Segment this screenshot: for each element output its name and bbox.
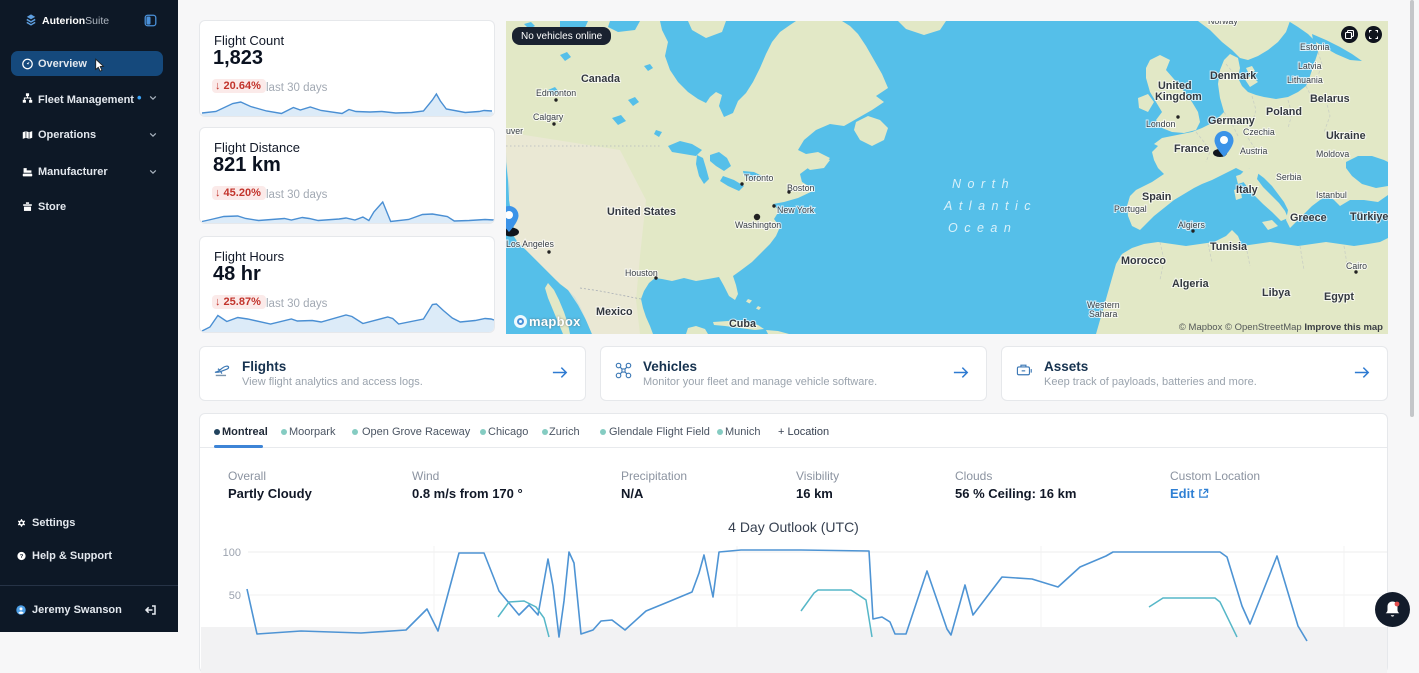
svg-text:uver: uver	[506, 126, 523, 136]
svg-text:Moldova: Moldova	[1316, 149, 1349, 159]
svg-text:Denmark: Denmark	[1210, 70, 1257, 82]
svg-text:Italy: Italy	[1236, 184, 1258, 196]
svg-text:Algeria: Algeria	[1172, 278, 1210, 290]
svg-text:Kingdom: Kingdom	[1155, 91, 1202, 103]
svg-text:Cuba: Cuba	[729, 318, 757, 330]
svg-text:Morocco: Morocco	[1121, 255, 1166, 267]
svg-text:Los Angeles: Los Angeles	[506, 239, 555, 249]
svg-text:Edmonton: Edmonton	[536, 88, 576, 98]
svg-text:United: United	[1158, 80, 1192, 92]
svg-text:Latvia: Latvia	[1298, 61, 1322, 71]
svg-text:Lithuania: Lithuania	[1287, 75, 1323, 85]
svg-text:Egypt: Egypt	[1324, 291, 1354, 303]
svg-text:Ukraine: Ukraine	[1326, 130, 1366, 142]
svg-text:Toronto: Toronto	[744, 173, 773, 183]
svg-text:Portugal: Portugal	[1114, 204, 1147, 214]
svg-text:Western: Western	[1087, 300, 1120, 310]
svg-text:Norway: Norway	[1208, 21, 1238, 26]
svg-text:France: France	[1174, 143, 1209, 155]
svg-text:Washington: Washington	[735, 220, 781, 230]
svg-text:Belarus: Belarus	[1310, 93, 1350, 105]
svg-text:Boston: Boston	[787, 183, 814, 193]
svg-text:United States: United States	[607, 206, 676, 218]
svg-text:Greece: Greece	[1290, 212, 1327, 224]
svg-text:London: London	[1146, 119, 1175, 129]
svg-text:Atlantic: Atlantic	[943, 199, 1037, 213]
svg-text:Ocean: Ocean	[948, 221, 1017, 235]
svg-text:Houston: Houston	[625, 268, 658, 278]
svg-text:Sahara: Sahara	[1089, 309, 1117, 319]
svg-text:Estonia: Estonia	[1300, 42, 1329, 52]
svg-text:Istanbul: Istanbul	[1316, 190, 1347, 200]
svg-text:Spain: Spain	[1142, 191, 1171, 203]
svg-text:100: 100	[223, 547, 241, 559]
svg-text:Mexico: Mexico	[596, 306, 633, 318]
svg-text:Libya: Libya	[1262, 287, 1291, 299]
svg-text:Calgary: Calgary	[533, 112, 564, 122]
svg-text:Czechia: Czechia	[1243, 127, 1275, 137]
svg-text:50: 50	[229, 590, 241, 602]
svg-text:Cairo: Cairo	[1346, 261, 1367, 271]
svg-text:?: ?	[20, 554, 24, 560]
svg-text:Canada: Canada	[581, 73, 621, 85]
svg-text:Poland: Poland	[1266, 106, 1302, 118]
svg-text:Germany: Germany	[1208, 115, 1255, 127]
svg-text:New York: New York	[777, 205, 815, 215]
svg-text:Algiers: Algiers	[1178, 220, 1205, 230]
svg-text:Austria: Austria	[1240, 146, 1267, 156]
svg-text:Tunisia: Tunisia	[1210, 241, 1248, 253]
svg-text:Serbia: Serbia	[1276, 172, 1302, 182]
svg-text:North: North	[952, 177, 1015, 191]
svg-text:Türkiye: Türkiye	[1350, 211, 1388, 223]
